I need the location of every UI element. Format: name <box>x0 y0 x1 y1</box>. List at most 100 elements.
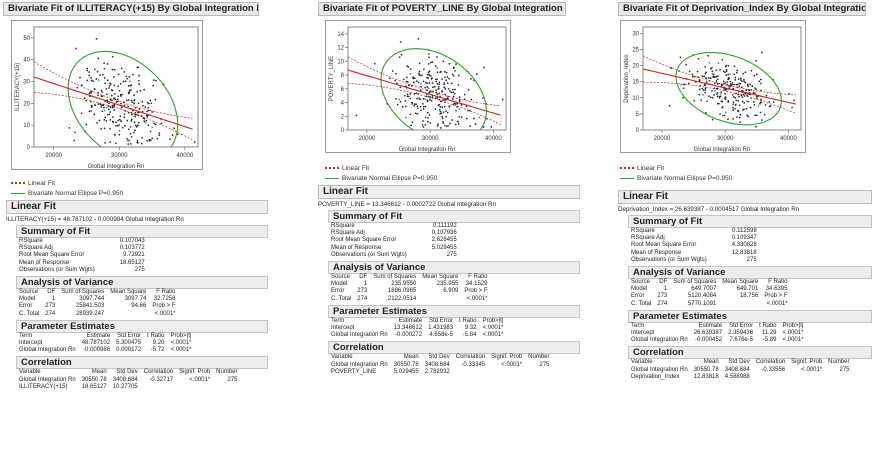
data-point <box>426 86 429 88</box>
correlation-header[interactable]: Correlation <box>328 341 580 355</box>
summary-of-fit-header[interactable]: Summary of Fit <box>16 225 268 238</box>
scatter-plot[interactable]: 50 40 30 20 10 0 20000 30000 40000 Global Integra… <box>11 20 203 170</box>
table-cell: 28939.247 <box>75 310 105 317</box>
data-point <box>436 71 439 74</box>
data-point <box>398 56 401 59</box>
data-point <box>80 84 83 86</box>
data-point <box>760 89 762 92</box>
table-row: Model 1 649.7007 649.701 34.6395 <box>628 286 791 293</box>
legend-linear-fit[interactable]: Linear Fit <box>620 164 732 174</box>
data-point <box>734 79 737 81</box>
scatter-plot[interactable]: 14 12 10 8 6 4 2 0 20000 30000 40000 Global Integra… <box>325 20 511 153</box>
data-point <box>127 85 130 87</box>
data-point <box>436 97 439 99</box>
table-cell: <.0001* <box>782 330 804 337</box>
data-point <box>406 76 408 79</box>
data-point <box>418 97 420 100</box>
table-cell <box>825 374 852 381</box>
table-cell: -0.000452 <box>695 337 723 344</box>
data-point <box>419 74 421 77</box>
column-header: Std Error <box>729 322 754 329</box>
data-point <box>132 73 134 76</box>
scatter-plot[interactable]: 30 25 20 15 10 5 0 20000 30000 40000 Global Integr… <box>620 20 806 153</box>
correlation-header[interactable]: Correlation <box>628 346 872 360</box>
data-point <box>133 102 135 105</box>
data-point <box>704 91 706 94</box>
parameter-estimates-header[interactable]: Parameter Estimates <box>328 304 580 318</box>
data-point <box>435 80 438 83</box>
table-cell: Model <box>19 296 36 303</box>
analysis-of-variance-header[interactable]: Analysis of Variance <box>16 276 268 290</box>
parameter-estimates-header[interactable]: Parameter Estimates <box>16 319 268 333</box>
data-point <box>94 68 97 71</box>
data-point <box>128 75 131 78</box>
parameter-estimates-header[interactable]: Parameter Estimates <box>628 309 872 323</box>
summary-of-fit-header[interactable]: Summary of Fit <box>628 215 872 228</box>
y-tick-label: 4 <box>341 101 345 107</box>
data-point <box>400 53 403 56</box>
data-point <box>109 128 111 130</box>
data-point <box>721 106 723 109</box>
column-header: t Ratio <box>759 322 777 329</box>
legend-ellipse[interactable]: Bivariate Normal Ellipse P=0.950 <box>325 174 437 184</box>
data-point <box>448 62 451 65</box>
legend-ellipse[interactable]: Bivariate Normal Ellipse P=0.950 <box>620 174 732 184</box>
correlation-table: Variable Mean Std Dev Correlation Signif. Pr… <box>328 354 553 376</box>
data-point <box>758 80 761 83</box>
legend-linear-fit[interactable]: Linear Fit <box>325 164 437 174</box>
table-cell: 275 <box>446 251 457 258</box>
analysis-of-variance-header[interactable]: Analysis of Variance <box>628 266 872 280</box>
data-point <box>453 66 455 69</box>
report-title[interactable]: Bivariate Fit of POVERTY_LINE By Global … <box>318 2 566 16</box>
summary-of-fit-header[interactable]: Summary of Fit <box>328 210 580 223</box>
data-point <box>424 98 427 101</box>
table-row: Global Integration Rn -0.000986 0.000172 -5… <box>16 347 194 354</box>
data-point <box>755 60 758 62</box>
x-tick-label: 40000 <box>485 136 502 142</box>
data-point <box>413 103 416 105</box>
x-tick-label: 30000 <box>717 136 734 142</box>
data-point <box>147 109 150 112</box>
data-point <box>444 76 446 79</box>
report-title[interactable]: Bivariate Fit of ILLITERACY(+15) By Glob… <box>3 2 259 16</box>
data-point <box>437 88 440 90</box>
data-point <box>404 100 407 102</box>
analysis-of-variance-header[interactable]: Analysis of Variance <box>328 261 580 275</box>
legend-ellipse[interactable]: Bivariate Normal Ellipse P=0.950 <box>11 189 123 199</box>
column-header: Number <box>528 354 550 361</box>
data-point <box>469 109 471 112</box>
linear-fit-header[interactable]: Linear Fit <box>6 200 268 214</box>
data-point <box>136 66 139 69</box>
data-point <box>130 118 133 121</box>
correlation-header[interactable]: Correlation <box>16 356 268 370</box>
linear-fit-header[interactable]: Linear Fit <box>318 185 580 199</box>
linear-fit-header[interactable]: Linear Fit <box>618 190 872 204</box>
table-header-row: Source DF Sum of Squares Mean Square F Ratio <box>628 279 791 286</box>
data-point <box>158 134 161 136</box>
legend-linear-fit[interactable]: Linear Fit <box>11 179 123 189</box>
ellipse-swatch <box>325 177 339 179</box>
data-point <box>745 89 747 92</box>
data-point <box>474 123 477 125</box>
table-cell: Intercept <box>631 330 655 337</box>
column-header: DF <box>47 289 56 296</box>
data-point <box>687 82 690 85</box>
data-point <box>79 76 81 79</box>
data-point <box>711 97 714 99</box>
data-point <box>427 77 430 79</box>
data-point <box>467 89 470 91</box>
data-point <box>117 73 120 76</box>
data-point <box>126 119 129 122</box>
y-tick-label: 10 <box>23 123 30 129</box>
data-point <box>130 89 132 91</box>
data-point <box>760 119 763 121</box>
data-point <box>448 77 450 80</box>
data-point <box>86 79 89 82</box>
data-point <box>88 71 91 73</box>
report-title[interactable]: Bivariate Fit of Deprivation_Index By Gl… <box>618 2 866 16</box>
data-point <box>406 81 409 83</box>
data-point <box>113 84 116 87</box>
column-header: Mean <box>703 359 719 366</box>
data-point <box>711 70 714 73</box>
table-cell: <.0001* <box>501 361 523 368</box>
